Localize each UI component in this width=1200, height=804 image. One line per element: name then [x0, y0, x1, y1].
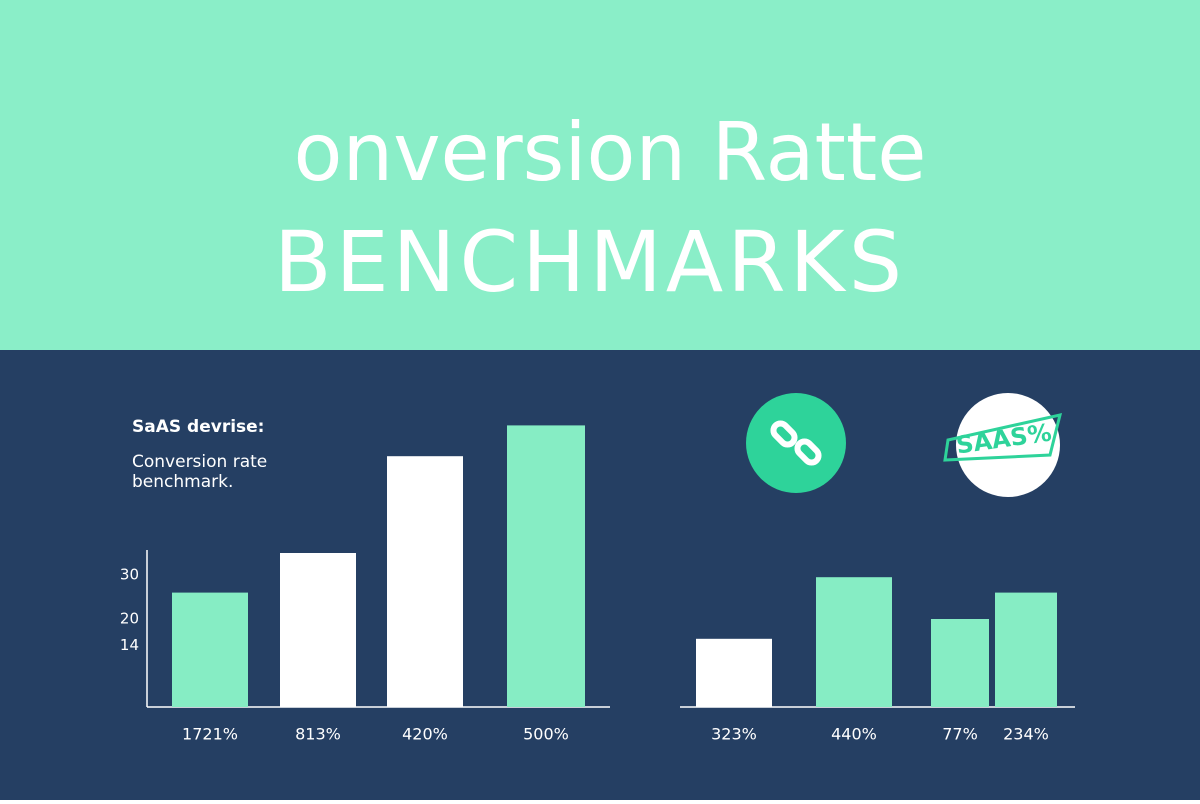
bar — [280, 553, 356, 707]
x-tick-label: 1721% — [182, 725, 238, 744]
bar — [172, 592, 248, 707]
x-tick-label: 420% — [402, 725, 448, 744]
x-tick-label: 440% — [831, 725, 877, 744]
chart-subtitle: benchmark. — [132, 472, 233, 492]
y-tick-label: 30 — [120, 566, 139, 584]
bar — [696, 638, 772, 707]
title-line1: onversion Ratte — [294, 106, 927, 199]
title-line2: BENCHMARKS — [274, 213, 906, 311]
saas-badge-ribbon — [943, 413, 1063, 462]
bar — [816, 577, 892, 707]
link-icon-badge — [746, 393, 846, 493]
x-tick-label: 813% — [295, 725, 341, 744]
x-tick-label: 323% — [711, 725, 757, 744]
x-tick-label: 77% — [942, 725, 978, 744]
x-tick-label: 500% — [523, 725, 569, 744]
bar — [995, 592, 1057, 707]
saas-badge — [956, 393, 1060, 497]
chart-subtitle: Conversion rate — [132, 452, 267, 472]
bar — [931, 619, 989, 707]
y-tick-label: 20 — [120, 610, 139, 628]
x-tick-label: 234% — [1003, 725, 1049, 744]
chart-title: SaAS devrise: — [132, 417, 264, 437]
header-band — [0, 0, 1200, 350]
bar — [507, 425, 585, 707]
y-tick-label: 14 — [120, 636, 139, 654]
bar — [387, 456, 463, 707]
link-icon — [770, 420, 822, 466]
